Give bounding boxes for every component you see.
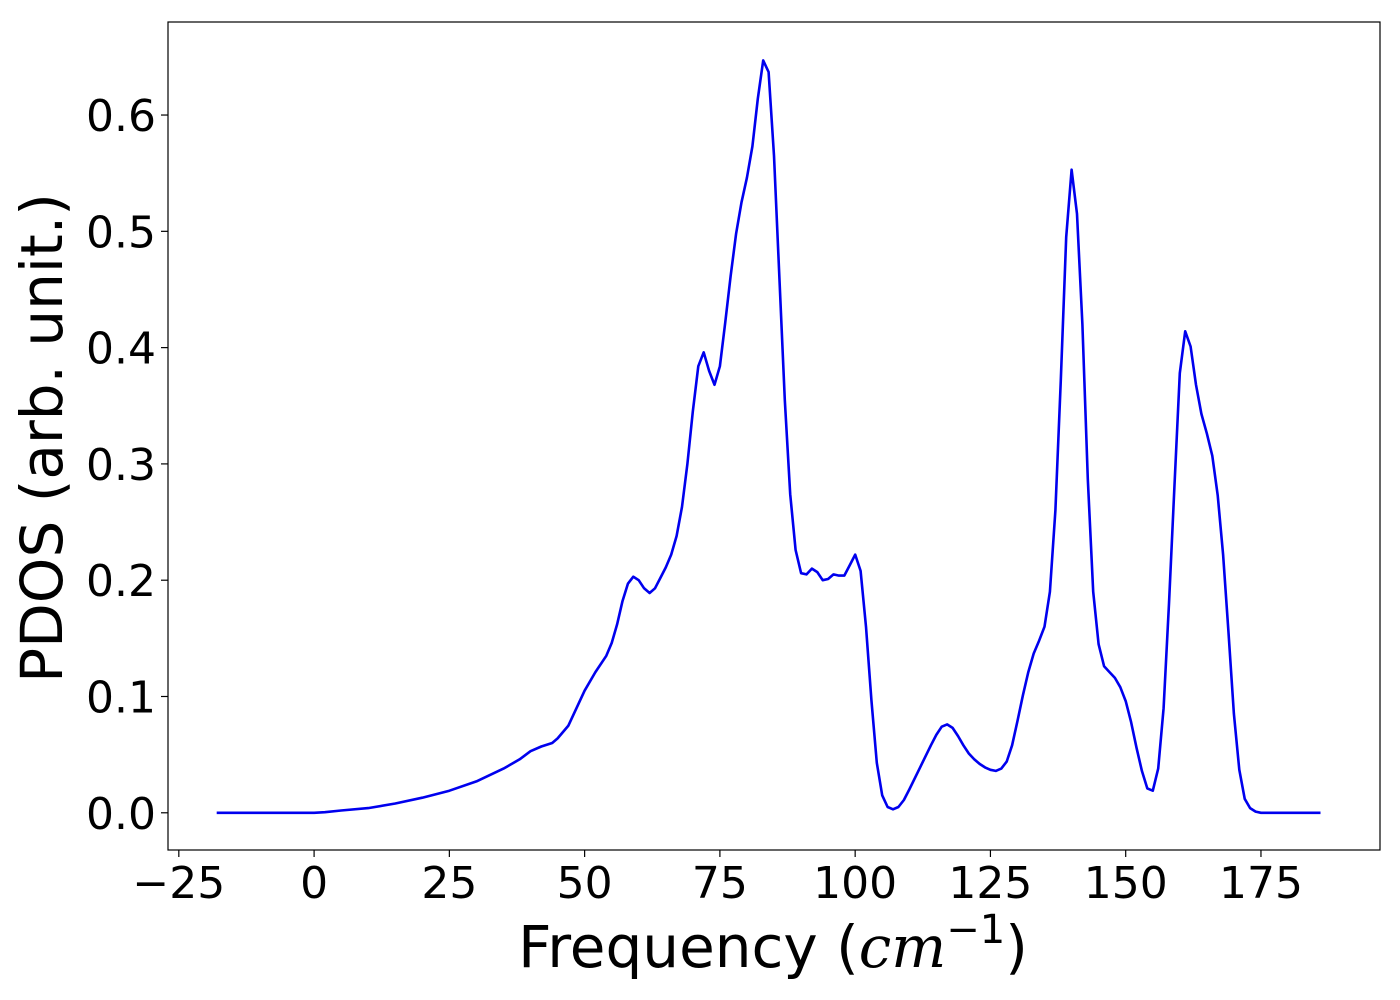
plot-frame: [167, 21, 1381, 851]
y-tick-label: 0.5: [86, 207, 156, 258]
x-axis-label-exponent: −1: [946, 907, 1005, 953]
x-axis-label-unit: cm: [859, 913, 946, 981]
y-ticks: 0.0 0.1 0.2 0.3 0.4 0.5 0.6: [86, 91, 168, 840]
x-tick-label: 75: [692, 858, 748, 909]
x-axis-label-close: ): [1005, 913, 1028, 981]
x-tick-label: 125: [948, 858, 1032, 909]
y-axis-label: PDOS (arb. unit.): [8, 193, 76, 683]
x-tick-label: 0: [300, 858, 328, 909]
x-tick-label: 100: [813, 858, 897, 909]
series-layer: [216, 59, 1321, 815]
y-tick-label: 0.4: [86, 324, 156, 375]
x-tick-label: 150: [1084, 858, 1168, 909]
y-tick-label: 0.6: [86, 91, 156, 142]
y-tick-label: 0.3: [86, 440, 156, 491]
series-line-0: [216, 59, 1321, 815]
x-tick-label: −25: [132, 858, 225, 909]
y-tick-label: 0.0: [86, 789, 156, 840]
x-tick-label: 50: [557, 858, 613, 909]
x-axis-label-text: Frequency (: [518, 913, 859, 981]
x-tick-label: 25: [421, 858, 477, 909]
y-tick-label: 0.1: [86, 672, 156, 723]
x-ticks: −25 0 25 50 75 100 125 150 175: [132, 850, 1303, 909]
x-axis-label: Frequency (cm−1): [518, 907, 1028, 981]
x-tick-label: 175: [1219, 858, 1303, 909]
y-tick-label: 0.2: [86, 556, 156, 607]
